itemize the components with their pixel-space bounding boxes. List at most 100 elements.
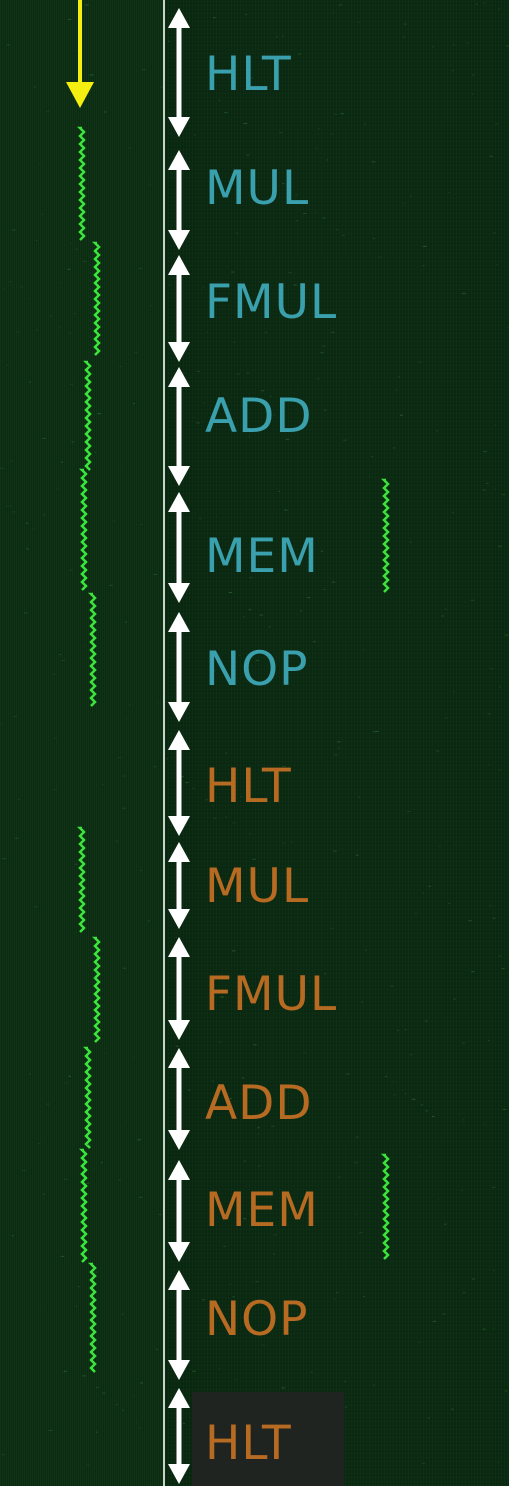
noise-speck (35, 239, 38, 241)
noise-speck (133, 403, 135, 405)
noise-speck (82, 1375, 87, 1377)
noise-speck (246, 372, 249, 374)
noise-speck (361, 1001, 363, 1003)
noise-speck (188, 1089, 191, 1091)
noise-speck (483, 1123, 485, 1125)
noise-speck (371, 161, 376, 163)
noise-speck (489, 668, 494, 670)
noise-speck (218, 99, 221, 101)
noise-speck (29, 298, 31, 300)
noise-speck (202, 421, 204, 423)
noise-speck (60, 1255, 65, 1257)
noise-speck (258, 1165, 261, 1167)
noise-speck (0, 723, 3, 725)
noise-speck (368, 475, 371, 477)
noise-speck (436, 430, 438, 432)
segment-label-add: ADD (205, 389, 313, 444)
segment-label-mul: MUL (205, 161, 310, 216)
noise-speck (193, 134, 197, 136)
noise-speck (355, 854, 359, 856)
noise-speck (49, 315, 53, 317)
noise-speck (69, 332, 72, 334)
noise-speck (26, 548, 29, 550)
noise-speck (276, 36, 278, 38)
noise-speck (355, 1213, 357, 1215)
noise-speck (282, 766, 286, 768)
noise-speck (487, 1039, 490, 1041)
noise-speck (330, 331, 335, 333)
noise-speck (340, 4, 343, 6)
noise-speck (149, 1483, 151, 1485)
noise-speck (373, 238, 375, 240)
noise-speck (211, 1080, 214, 1082)
noise-speck (362, 648, 365, 650)
segment-label-mem: MEM (205, 529, 319, 584)
noise-speck (498, 545, 502, 547)
noise-speck (333, 11, 335, 13)
noise-speck (32, 528, 35, 530)
noise-speck (323, 409, 327, 411)
noise-speck (344, 1381, 347, 1383)
noise-speck (140, 524, 143, 526)
noise-speck (223, 1245, 226, 1247)
noise-speck (326, 159, 329, 161)
noise-speck (298, 53, 301, 55)
noise-speck (372, 731, 375, 733)
noise-speck (115, 840, 119, 842)
noise-speck (295, 220, 299, 222)
noise-speck (424, 1020, 428, 1022)
noise-speck (417, 361, 422, 363)
segment-label-mul: MUL (205, 859, 310, 914)
noise-speck (135, 1421, 137, 1423)
noise-speck (9, 281, 12, 283)
noise-speck (501, 494, 506, 496)
noise-speck (153, 573, 158, 575)
noise-speck (483, 451, 487, 453)
signal-trace (91, 241, 101, 356)
noise-speck (324, 973, 326, 975)
noise-speck (494, 488, 497, 490)
segment-label-fmul: FMUL (205, 275, 338, 330)
noise-speck (253, 999, 255, 1001)
noise-speck (248, 436, 250, 438)
noise-speck (444, 1223, 447, 1225)
noise-speck (494, 424, 497, 426)
noise-speck (123, 967, 126, 969)
noise-speck (278, 490, 280, 492)
noise-speck (392, 1094, 397, 1096)
noise-speck (28, 381, 32, 383)
noise-speck (337, 1176, 341, 1178)
noise-speck (498, 955, 501, 957)
noise-speck (109, 584, 113, 586)
noise-speck (422, 245, 427, 247)
noise-speck (483, 2, 486, 4)
noise-speck (228, 592, 233, 594)
waterfall-left-panel (0, 0, 163, 1486)
noise-speck (53, 789, 58, 791)
noise-speck (118, 1179, 121, 1181)
noise-speck (36, 329, 38, 331)
noise-speck (113, 520, 116, 522)
noise-speck (79, 888, 81, 890)
noise-speck (392, 447, 396, 449)
noise-speck (308, 981, 310, 983)
noise-speck (192, 1370, 196, 1372)
noise-speck (313, 641, 316, 643)
noise-speck (306, 596, 311, 598)
noise-speck (321, 345, 326, 347)
noise-speck (335, 229, 339, 231)
noise-speck (94, 1271, 98, 1273)
noise-speck (364, 123, 366, 125)
noise-speck (498, 7, 500, 9)
noise-speck (6, 364, 9, 366)
segment-label-nop: NOP (205, 1292, 309, 1347)
noise-speck (46, 1103, 50, 1105)
signal-trace (76, 826, 86, 933)
noise-speck (95, 1431, 98, 1433)
noise-speck (121, 1313, 124, 1315)
noise-speck (64, 1082, 69, 1084)
noise-speck (57, 487, 59, 489)
noise-speck (95, 970, 97, 972)
noise-speck (1, 1453, 5, 1455)
